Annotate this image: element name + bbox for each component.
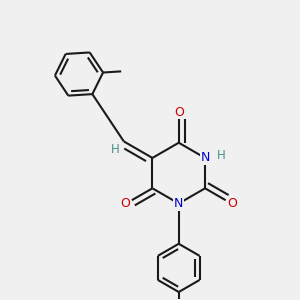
Text: O: O: [121, 197, 130, 210]
Text: H: H: [111, 143, 120, 156]
Text: O: O: [174, 106, 184, 119]
Text: N: N: [200, 152, 210, 164]
Text: H: H: [217, 149, 225, 162]
Text: O: O: [227, 197, 237, 210]
Text: N: N: [174, 197, 183, 210]
